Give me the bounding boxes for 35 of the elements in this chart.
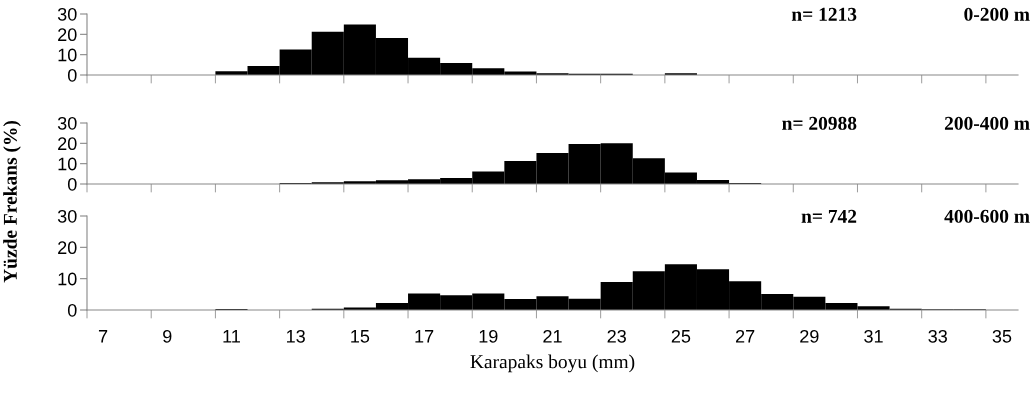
x-tick-label: 29 xyxy=(800,329,819,343)
x-tick-label: 19 xyxy=(479,329,498,343)
x-tick-label: 35 xyxy=(992,329,1012,343)
x-tick-label: 7 xyxy=(98,330,108,343)
x-tick-label: 15 xyxy=(351,330,370,343)
y-tick-label: 0 xyxy=(67,177,77,191)
x-tick-label: 13 xyxy=(287,329,305,343)
y-tick-label: 0 xyxy=(67,303,77,317)
annotation: 200-400 m xyxy=(944,116,1030,130)
x-tick-label: 11 xyxy=(223,330,240,343)
y-tick-label: 20 xyxy=(58,137,77,151)
y-tick-label: 10 xyxy=(58,272,77,286)
annotation: 0-200 m xyxy=(964,7,1030,21)
annotation: 400-600 m xyxy=(944,209,1030,223)
x-axis-title: Karapaks boyu (mm) xyxy=(470,354,635,373)
y-tick-label: 10 xyxy=(58,48,77,62)
annotation: n= 20988 xyxy=(782,116,857,130)
x-tick-label: 25 xyxy=(671,329,691,343)
y-tick-label: 10 xyxy=(58,157,77,171)
y-axis-title: Yüzde Frekans (%) xyxy=(3,120,21,283)
y-tick-label: 30 xyxy=(57,209,77,223)
x-tick-label: 33 xyxy=(928,329,947,343)
annotation: n= 742 xyxy=(801,209,857,223)
y-tick-label: 30 xyxy=(57,7,77,21)
y-tick-label: 0 xyxy=(67,68,77,82)
x-tick-label: 21 xyxy=(543,329,562,343)
x-tick-label: 31 xyxy=(864,329,883,343)
x-tick-label: 27 xyxy=(735,329,755,343)
annotation: n= 1213 xyxy=(791,7,857,21)
y-tick-label: 30 xyxy=(57,116,77,130)
y-tick-label: 20 xyxy=(58,28,77,42)
y-tick-label: 20 xyxy=(58,241,77,255)
x-tick-label: 17 xyxy=(415,330,434,343)
x-tick-label: 23 xyxy=(607,329,626,343)
x-tick-label: 9 xyxy=(163,329,172,343)
